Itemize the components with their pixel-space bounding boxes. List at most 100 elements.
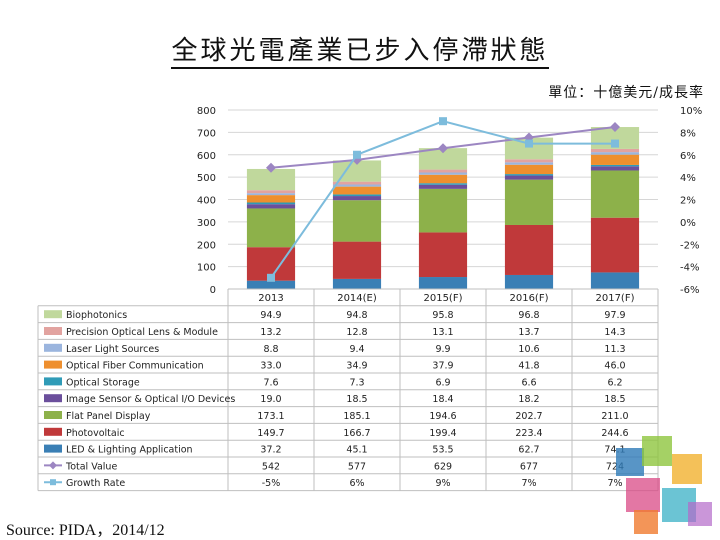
- data-label: 185.1: [343, 411, 370, 422]
- line-point: [353, 150, 361, 159]
- source-note: Source: PIDA，2014/12: [6, 522, 165, 539]
- y-left-tick-label: 600: [197, 151, 216, 162]
- bar-segment: [504, 162, 554, 165]
- bar-segment: [332, 241, 382, 279]
- bar-segment: [246, 208, 296, 248]
- data-label: 11.3: [604, 344, 625, 355]
- data-label: 94.9: [260, 310, 281, 321]
- bar-segment: [418, 148, 468, 170]
- category-label: 2015(F): [423, 293, 462, 304]
- category-label: 2016(F): [509, 293, 548, 304]
- legend-swatch: [44, 310, 62, 319]
- y-right-tick-label: 2%: [680, 196, 696, 207]
- data-label: 37.9: [432, 361, 453, 372]
- y-right-tick-label: -6%: [680, 285, 699, 296]
- data-label: 18.2: [518, 394, 539, 405]
- bar-segment: [504, 174, 554, 176]
- data-label: 8.8: [263, 344, 278, 355]
- data-label: 577: [348, 461, 366, 472]
- bar-segment: [504, 159, 554, 163]
- data-label: 9%: [435, 478, 450, 489]
- data-label: 45.1: [346, 445, 367, 456]
- bar-segment: [246, 202, 296, 205]
- y-left-tick-label: 300: [197, 218, 216, 229]
- y-left-tick-label: 0: [210, 285, 216, 296]
- data-label: 18.4: [432, 394, 453, 405]
- bar-segment: [418, 184, 468, 189]
- data-label: 7%: [607, 478, 622, 489]
- bar-segment: [418, 183, 468, 185]
- legend-swatch: [44, 360, 62, 369]
- page-title: 全球光電產業已步入停滯狀態: [0, 30, 720, 69]
- data-label: 9.4: [349, 344, 364, 355]
- data-label: 166.7: [343, 428, 370, 439]
- line-point: [267, 273, 275, 282]
- data-label: 13.1: [432, 327, 453, 338]
- data-label: 94.8: [346, 310, 367, 321]
- legend-swatch: [44, 411, 62, 419]
- legend-label: Flat Panel Display: [66, 411, 151, 422]
- legend-swatch: [44, 327, 62, 335]
- bar-segment: [504, 274, 554, 289]
- bar-segment: [418, 174, 468, 184]
- data-label: 194.6: [429, 411, 456, 422]
- data-label: 6%: [349, 478, 364, 489]
- data-label: 173.1: [257, 411, 284, 422]
- category-label: 2013: [258, 293, 283, 304]
- unit-label: 單位：十億美元/成長率: [548, 85, 704, 101]
- data-label: 211.0: [601, 411, 628, 422]
- data-label: 53.5: [432, 445, 453, 456]
- bar-segment: [332, 278, 382, 289]
- data-label: 34.9: [346, 361, 367, 372]
- data-label: 199.4: [429, 428, 456, 439]
- bar-segment: [246, 204, 296, 209]
- line-point: [611, 139, 619, 148]
- bar-segment: [590, 217, 640, 273]
- data-label: 96.8: [518, 310, 539, 321]
- bar-segment: [418, 232, 468, 278]
- y-right-tick-label: 8%: [680, 128, 696, 139]
- bar-segment: [590, 170, 640, 218]
- bar-segment: [504, 164, 554, 175]
- category-label: 2017(F): [595, 293, 634, 304]
- legend-label: Optical Storage: [66, 377, 140, 388]
- data-label: 62.7: [518, 445, 539, 456]
- data-label: 223.4: [515, 428, 542, 439]
- y-right-tick-label: -2%: [680, 240, 699, 251]
- data-label: 10.6: [518, 344, 539, 355]
- legend-label: Photovoltaic: [66, 428, 125, 439]
- bar-segment: [590, 148, 640, 153]
- data-label: 13.7: [518, 327, 539, 338]
- bar-segment: [246, 195, 296, 203]
- data-label: 202.7: [515, 411, 542, 422]
- bar-segment: [590, 154, 640, 165]
- line-point: [266, 162, 276, 173]
- data-label: 724: [606, 461, 624, 472]
- bar-segment: [504, 175, 554, 180]
- category-label: 2014(E): [337, 293, 377, 304]
- data-label: -5%: [262, 478, 281, 489]
- data-label: 629: [434, 461, 452, 472]
- line-point: [439, 117, 447, 126]
- y-right-tick-label: -4%: [680, 263, 699, 274]
- y-left-tick-label: 500: [197, 173, 216, 184]
- legend-swatch: [44, 394, 62, 403]
- legend-label: Image Sensor & Optical I/O Devices: [66, 394, 235, 405]
- data-label: 18.5: [604, 394, 625, 405]
- legend-label: Growth Rate: [66, 478, 125, 489]
- bar-segment: [332, 194, 382, 197]
- y-left-tick-label: 100: [197, 263, 216, 274]
- bar-segment: [590, 164, 640, 167]
- line-point: [438, 143, 448, 154]
- data-label: 13.2: [260, 327, 281, 338]
- y-right-tick-label: 0%: [680, 218, 696, 229]
- data-label: 542: [262, 461, 280, 472]
- data-label: 7.3: [349, 377, 364, 388]
- data-label: 7.6: [263, 377, 278, 388]
- bar-segment: [246, 190, 296, 194]
- data-label: 9.9: [435, 344, 450, 355]
- bar-segment: [590, 152, 640, 155]
- legend-label: Laser Light Sources: [66, 344, 159, 355]
- decorative-graphic: [616, 436, 712, 534]
